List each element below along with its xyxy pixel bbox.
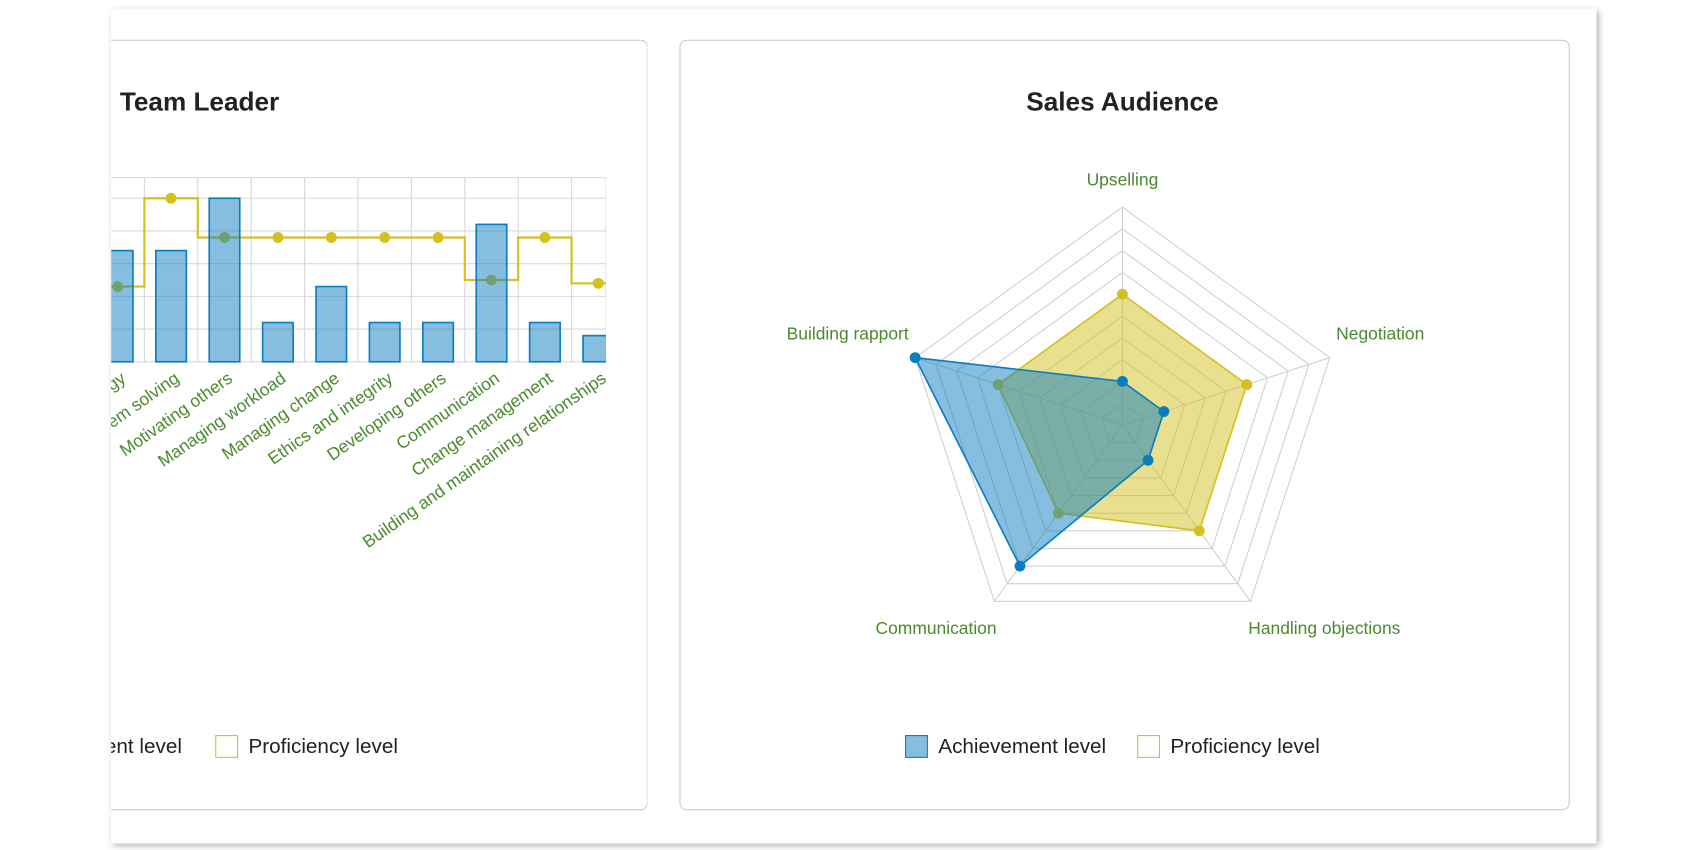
radar-chart: Sales Audience Upselling Negotiation Handli… — [787, 86, 1425, 758]
grid-ring — [935, 228, 1310, 585]
chart-title: Team Leader — [120, 86, 279, 116]
point — [1193, 525, 1205, 537]
panel — [111, 39, 648, 811]
point — [1142, 454, 1154, 466]
bar — [261, 321, 294, 363]
point — [909, 352, 921, 364]
point — [1241, 379, 1253, 391]
grid-ring — [976, 271, 1269, 549]
bar — [208, 197, 241, 363]
point — [1158, 406, 1170, 417]
bar — [111, 249, 134, 363]
chart-title: Sales Audience — [1026, 86, 1218, 116]
legend-swatch — [1137, 735, 1161, 758]
bar — [368, 321, 401, 363]
point — [379, 232, 391, 243]
point — [432, 232, 444, 243]
point — [325, 232, 337, 243]
bar — [582, 334, 606, 363]
bar — [422, 321, 455, 363]
bar — [475, 223, 508, 363]
axis-label: Handling objections — [1248, 618, 1400, 638]
area — [913, 356, 1165, 568]
bar — [528, 321, 561, 363]
grid-ring — [955, 249, 1289, 567]
point — [1116, 375, 1128, 387]
legend-label: ent level — [105, 735, 182, 758]
axis-label: Communication — [876, 618, 997, 638]
point — [539, 232, 551, 243]
axis-label: Upselling — [1087, 170, 1159, 190]
legend-label: Proficiency level — [248, 735, 397, 758]
grid-ring — [914, 206, 1331, 602]
legend-swatch — [69, 736, 91, 758]
bar — [315, 285, 348, 363]
legend-swatch — [905, 735, 928, 758]
legend-label: Proficiency level — [1170, 735, 1319, 758]
point — [165, 192, 177, 204]
legend-label: Achievement level — [938, 735, 1106, 758]
axis-label: Negotiation — [1336, 324, 1424, 344]
point — [272, 232, 284, 243]
point — [1014, 560, 1026, 572]
legend-swatch — [215, 735, 239, 758]
point — [592, 277, 604, 289]
bar — [155, 249, 188, 363]
axis-label: Building rapport — [787, 324, 909, 344]
point — [1116, 288, 1128, 300]
plot — [111, 177, 606, 363]
